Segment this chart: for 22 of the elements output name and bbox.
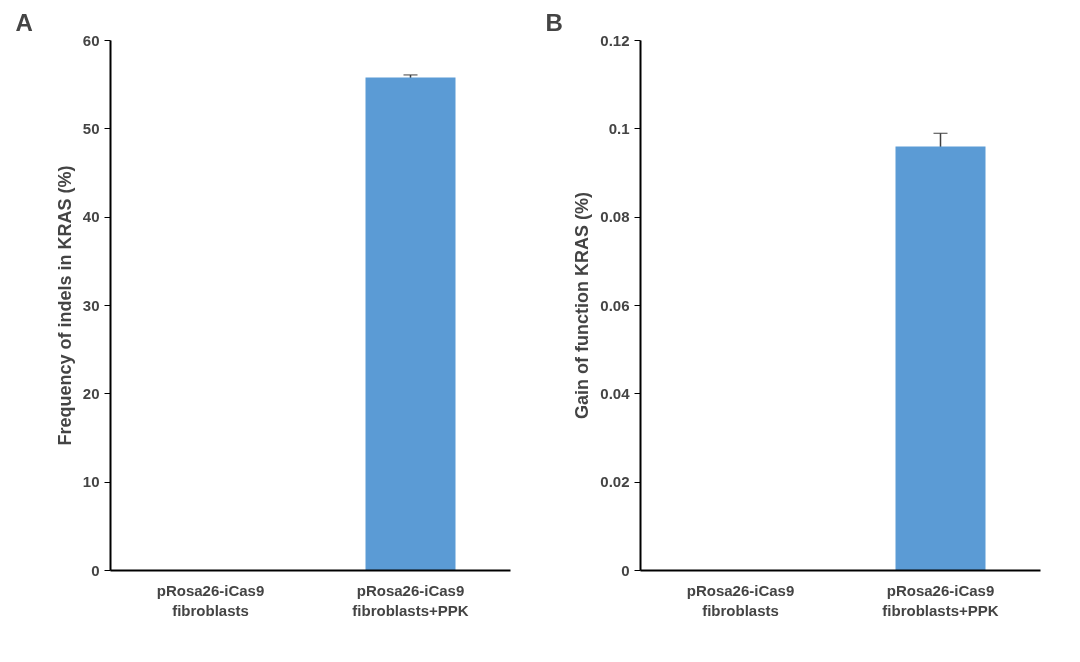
y-axis-title: Frequency of indels in KRAS (%) (54, 165, 75, 446)
chart-title: B (545, 8, 563, 36)
y-tick-label: 50 (82, 119, 100, 137)
x-tick-label: pRosa26-iCas9 fibroblasts+PPK (882, 581, 999, 619)
y-tick-label: 0.06 (600, 296, 630, 314)
y-tick-label: 0.08 (600, 208, 630, 226)
y-tick-label: 40 (82, 208, 100, 226)
y-tick-label: 0 (91, 561, 100, 579)
y-tick-label: 20 (82, 384, 100, 402)
y-tick-label: 0.02 (600, 473, 630, 491)
x-tick-label: pRosa26-iCas9 fibroblasts+PPK (352, 581, 469, 619)
y-tick-label: 0.12 (600, 31, 630, 49)
y-tick-label: 10 (82, 473, 100, 491)
y-tick-label: 60 (82, 31, 100, 49)
x-tick-label: pRosa26-iCas9 fibroblasts (686, 581, 795, 619)
y-tick-label: 0.04 (600, 384, 631, 402)
y-tick-label: 0.1 (608, 119, 630, 137)
y-tick-label: 0 (621, 561, 630, 579)
x-tick-label: pRosa26-iCas9 fibroblasts (156, 581, 265, 619)
y-tick-label: 30 (82, 296, 100, 314)
y-axis-title: Gain of function KRAS (%) (572, 192, 593, 419)
chart-title: A (15, 8, 33, 36)
